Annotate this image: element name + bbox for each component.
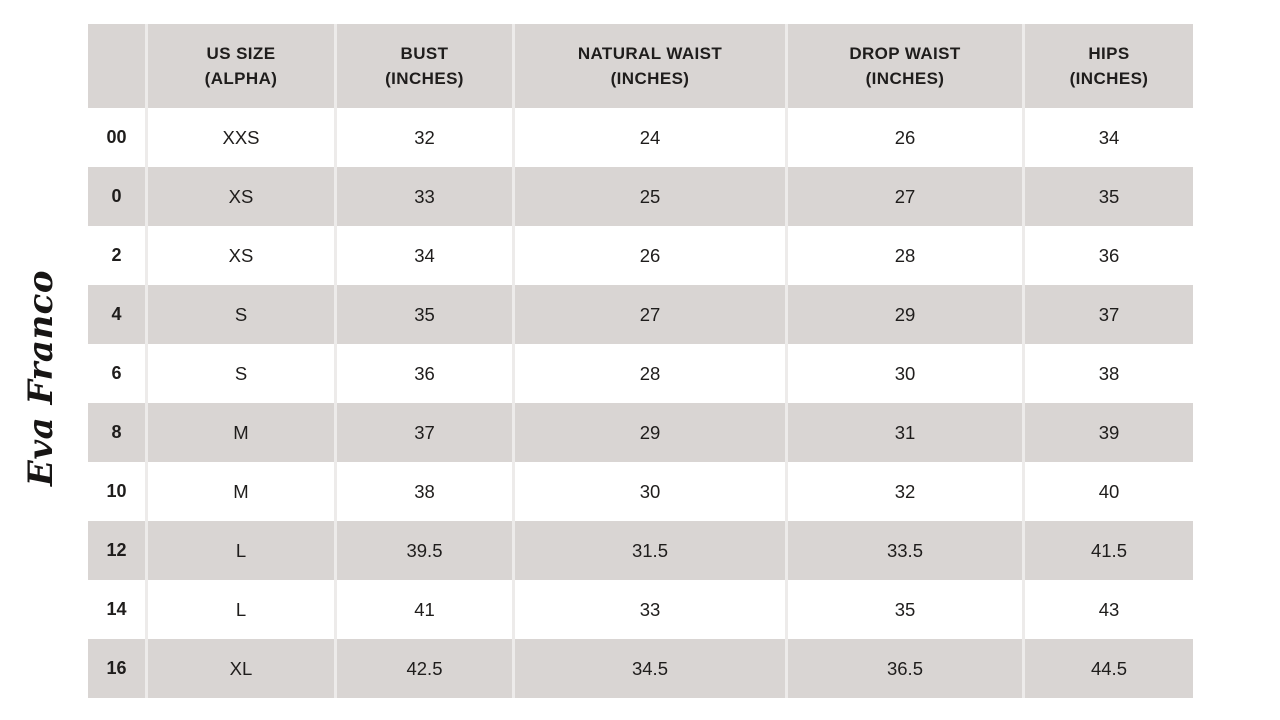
- us-size-cell: 0: [88, 167, 145, 226]
- bust-cell: 39.5: [334, 521, 512, 580]
- hips-cell: 34: [1022, 108, 1193, 167]
- natural-waist-cell: 30: [512, 462, 785, 521]
- table-row: 12 L 39.5 31.5 33.5 41.5: [88, 521, 1193, 580]
- alpha-size-cell: S: [145, 344, 334, 403]
- us-size-cell: 00: [88, 108, 145, 167]
- bust-cell: 38: [334, 462, 512, 521]
- table-row: 2 XS 34 26 28 36: [88, 226, 1193, 285]
- hips-cell: 43: [1022, 580, 1193, 639]
- alpha-size-cell: M: [145, 403, 334, 462]
- brand-logo: Eva Franco: [21, 269, 61, 487]
- natural-waist-cell: 29: [512, 403, 785, 462]
- header-line: (INCHES): [865, 69, 945, 88]
- drop-waist-cell: 31: [785, 403, 1022, 462]
- alpha-size-cell: M: [145, 462, 334, 521]
- hips-cell: 36: [1022, 226, 1193, 285]
- header-line: BUST: [400, 44, 449, 63]
- header-row: US SIZE (ALPHA) BUST (INCHES) NATURAL WA…: [88, 24, 1193, 108]
- table-row: 16 XL 42.5 34.5 36.5 44.5: [88, 639, 1193, 698]
- alpha-size-cell: L: [145, 580, 334, 639]
- header-line: DROP WAIST: [849, 44, 961, 63]
- alpha-size-cell: XXS: [145, 108, 334, 167]
- alpha-size-cell: XS: [145, 226, 334, 285]
- bust-cell: 35: [334, 285, 512, 344]
- bust-cell: 37: [334, 403, 512, 462]
- table-row: 0 XS 33 25 27 35: [88, 167, 1193, 226]
- drop-waist-cell: 30: [785, 344, 1022, 403]
- hips-cell: 41.5: [1022, 521, 1193, 580]
- us-size-cell: 2: [88, 226, 145, 285]
- us-size-cell: 6: [88, 344, 145, 403]
- table-row: 4 S 35 27 29 37: [88, 285, 1193, 344]
- us-size-cell: 8: [88, 403, 145, 462]
- bust-cell: 42.5: [334, 639, 512, 698]
- alpha-size-cell: S: [145, 285, 334, 344]
- size-chart-table: US SIZE (ALPHA) BUST (INCHES) NATURAL WA…: [88, 24, 1193, 698]
- header-line: (INCHES): [1069, 69, 1149, 88]
- size-table-body: 00 XXS 32 24 26 34 0 XS 33 25 27 35 2 XS 34 26 28 36 4 S 35 2…: [88, 108, 1193, 698]
- bust-cell: 34: [334, 226, 512, 285]
- hips-cell: 39: [1022, 403, 1193, 462]
- alpha-size-cell: L: [145, 521, 334, 580]
- bust-cell: 41: [334, 580, 512, 639]
- alpha-size-cell: XS: [145, 167, 334, 226]
- drop-waist-cell: 32: [785, 462, 1022, 521]
- hips-cell: 37: [1022, 285, 1193, 344]
- bust-cell: 33: [334, 167, 512, 226]
- us-size-cell: 10: [88, 462, 145, 521]
- hips-cell: 38: [1022, 344, 1193, 403]
- table-row: 10 M 38 30 32 40: [88, 462, 1193, 521]
- us-size-cell: 14: [88, 580, 145, 639]
- drop-waist-cell: 27: [785, 167, 1022, 226]
- hips-cell: 40: [1022, 462, 1193, 521]
- table-header: US SIZE (ALPHA) BUST (INCHES) NATURAL WA…: [88, 24, 1193, 108]
- natural-waist-cell: 31.5: [512, 521, 785, 580]
- us-size-cell: 4: [88, 285, 145, 344]
- header-cell-hips: HIPS (INCHES): [1022, 24, 1193, 108]
- natural-waist-cell: 26: [512, 226, 785, 285]
- header-cell-us-size-alpha: US SIZE (ALPHA): [145, 24, 334, 108]
- header-cell-natural-waist: NATURAL WAIST (INCHES): [512, 24, 785, 108]
- drop-waist-cell: 29: [785, 285, 1022, 344]
- drop-waist-cell: 36.5: [785, 639, 1022, 698]
- us-size-cell: 12: [88, 521, 145, 580]
- drop-waist-cell: 28: [785, 226, 1022, 285]
- hips-cell: 44.5: [1022, 639, 1193, 698]
- alpha-size-cell: XL: [145, 639, 334, 698]
- header-cell-drop-waist: DROP WAIST (INCHES): [785, 24, 1022, 108]
- header-cell-bust: BUST (INCHES): [334, 24, 512, 108]
- natural-waist-cell: 25: [512, 167, 785, 226]
- natural-waist-cell: 27: [512, 285, 785, 344]
- table-row: 8 M 37 29 31 39: [88, 403, 1193, 462]
- table-row: 14 L 41 33 35 43: [88, 580, 1193, 639]
- natural-waist-cell: 33: [512, 580, 785, 639]
- us-size-cell: 16: [88, 639, 145, 698]
- header-line: (INCHES): [610, 69, 690, 88]
- header-line: (ALPHA): [204, 69, 278, 88]
- table-row: 00 XXS 32 24 26 34: [88, 108, 1193, 167]
- header-cell-blank: [88, 24, 145, 108]
- header-line: (INCHES): [385, 69, 464, 88]
- natural-waist-cell: 28: [512, 344, 785, 403]
- drop-waist-cell: 33.5: [785, 521, 1022, 580]
- bust-cell: 36: [334, 344, 512, 403]
- drop-waist-cell: 35: [785, 580, 1022, 639]
- table-row: 6 S 36 28 30 38: [88, 344, 1193, 403]
- natural-waist-cell: 24: [512, 108, 785, 167]
- drop-waist-cell: 26: [785, 108, 1022, 167]
- bust-cell: 32: [334, 108, 512, 167]
- header-line: NATURAL WAIST: [577, 44, 723, 63]
- header-line: US SIZE: [206, 44, 276, 63]
- header-line: HIPS: [1088, 44, 1130, 63]
- natural-waist-cell: 34.5: [512, 639, 785, 698]
- hips-cell: 35: [1022, 167, 1193, 226]
